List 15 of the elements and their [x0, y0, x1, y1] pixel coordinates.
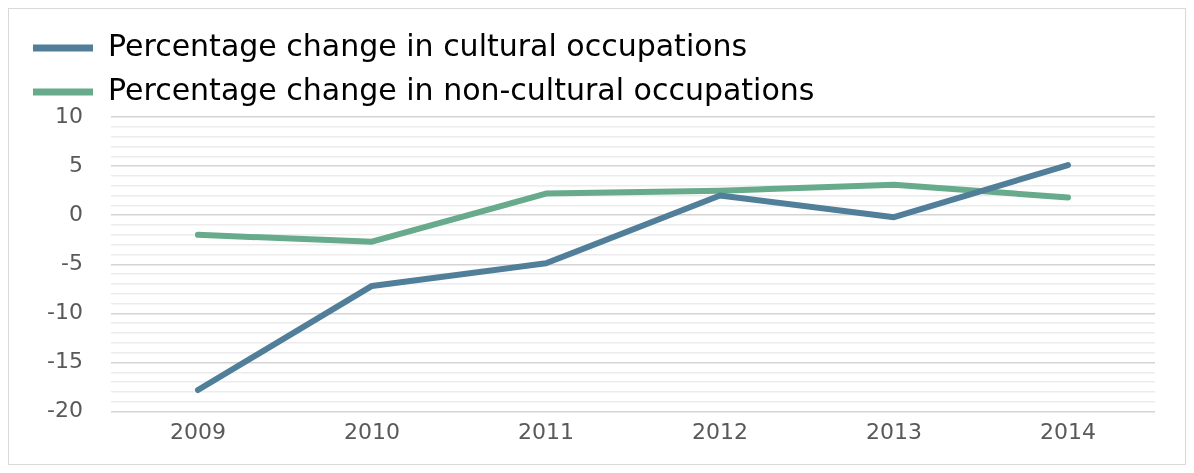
- x-tick-label: 2014: [1039, 418, 1096, 444]
- x-tick-label: 2009: [169, 418, 226, 444]
- y-tick-label: 5: [68, 151, 83, 177]
- y-tick-label: 10: [54, 102, 83, 128]
- legend-label: Percentage change in non-cultural occupations: [108, 71, 815, 107]
- x-tick-label: 2010: [343, 418, 400, 444]
- x-tick-label: 2011: [517, 418, 574, 444]
- y-tick-label: -5: [61, 250, 83, 276]
- y-tick-label: 0: [68, 200, 83, 226]
- y-tick-label: -15: [47, 348, 83, 374]
- legend-label: Percentage change in cultural occupations: [108, 27, 748, 63]
- y-tick-label: -10: [47, 299, 83, 325]
- x-tick-label: 2013: [865, 418, 922, 444]
- x-tick-label: 2012: [691, 418, 748, 444]
- y-tick-label: -20: [47, 397, 83, 423]
